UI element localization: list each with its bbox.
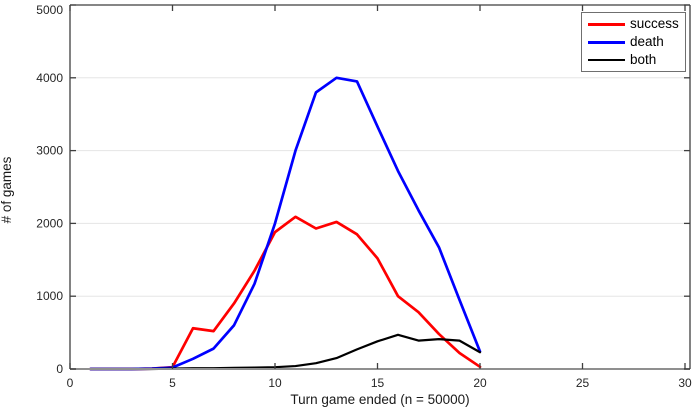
x-axis-label: Turn game ended (n = 50000) (290, 392, 469, 407)
x-tick-label-30: 30 (678, 376, 692, 390)
y-tick-label-2000: 2000 (36, 216, 63, 230)
gridlines (70, 77, 690, 297)
legend-swatch-both (588, 59, 625, 61)
y-tick-label-1000: 1000 (36, 289, 63, 303)
x-tick-label-15: 15 (371, 376, 385, 390)
y-tick-label-3000: 3000 (36, 144, 63, 158)
legend-item-success: success (588, 15, 685, 33)
legend-label-success: success (630, 16, 679, 32)
axes (69, 4, 691, 370)
y-axis-label: # of games (0, 156, 14, 223)
series-line-success (89, 215, 482, 371)
x-tick-label-5: 5 (169, 376, 176, 390)
legend: success death both (581, 12, 686, 72)
tick-labels: 0 5 10 15 20 25 30 0 1000 2000 3000 4000 5000 (36, 3, 692, 390)
y-tick-label-4000: 4000 (36, 71, 63, 85)
y-tick-label-5000: 5000 (36, 3, 63, 17)
legend-label-death: death (630, 34, 664, 50)
legend-swatch-death (588, 40, 625, 44)
series-line-both (89, 333, 482, 371)
legend-item-death: death (588, 33, 685, 51)
x-tick-label-0: 0 (67, 376, 74, 390)
x-tick-label-10: 10 (268, 376, 282, 390)
x-tick-label-25: 25 (576, 376, 590, 390)
legend-item-both: both (588, 51, 685, 69)
x-tick-label-20: 20 (473, 376, 487, 390)
legend-swatch-success (588, 22, 625, 26)
y-tick-label-0: 0 (56, 362, 63, 376)
legend-label-both: both (630, 52, 657, 68)
